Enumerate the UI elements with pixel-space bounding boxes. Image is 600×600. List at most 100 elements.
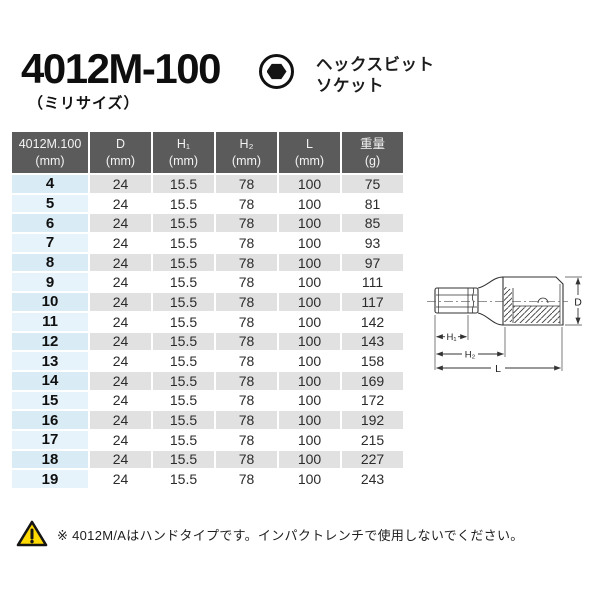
value-cell: 81	[342, 194, 403, 213]
size-cell: 13	[12, 352, 88, 370]
value-cell: 85	[342, 214, 403, 233]
column-header-5: 重量 (g)	[342, 132, 403, 173]
dimension-H1-label: H₁	[446, 332, 456, 343]
value-cell: 24	[90, 214, 151, 233]
value-cell: 24	[90, 450, 151, 469]
value-cell: 24	[90, 352, 151, 370]
value-cell: 78	[216, 430, 277, 449]
value-cell: 15.5	[153, 194, 214, 213]
table-row: 12 24 15.5 78 100 143	[12, 332, 403, 351]
value-cell: 78	[216, 332, 277, 351]
table-row: 15 24 15.5 78 100 172	[12, 391, 403, 410]
value-cell: 15.5	[153, 175, 214, 193]
size-cell: 10	[12, 293, 88, 311]
spec-table-body: 4 24 15.5 78 100 75 5 24 15.5 78 100 81 6 24 15.5 78 100…	[12, 175, 403, 488]
value-cell: 100	[279, 312, 340, 331]
product-model-note: （ミリサイズ）	[28, 95, 140, 112]
value-cell: 24	[90, 312, 151, 331]
value-cell: 24	[90, 194, 151, 213]
product-type-line1: ヘックスビット	[316, 56, 435, 74]
value-cell: 24	[90, 253, 151, 272]
value-cell: 172	[342, 391, 403, 410]
table-row: 5 24 15.5 78 100 81	[12, 194, 403, 213]
value-cell: 100	[279, 293, 340, 311]
size-cell: 8	[12, 253, 88, 272]
value-cell: 100	[279, 411, 340, 429]
value-cell: 142	[342, 312, 403, 331]
value-cell: 78	[216, 175, 277, 193]
value-cell: 100	[279, 352, 340, 370]
value-cell: 24	[90, 391, 151, 410]
value-cell: 100	[279, 332, 340, 351]
product-model-title: 4012M-100	[21, 45, 221, 92]
value-cell: 15.5	[153, 332, 214, 351]
size-cell: 6	[12, 214, 88, 233]
value-cell: 100	[279, 234, 340, 252]
value-cell: 100	[279, 430, 340, 449]
value-cell: 78	[216, 273, 277, 292]
value-cell: 97	[342, 253, 403, 272]
hex-bit-outline	[434, 276, 504, 326]
table-row: 16 24 15.5 78 100 192	[12, 411, 403, 429]
value-cell: 158	[342, 352, 403, 370]
column-header-1: D (mm)	[90, 132, 151, 173]
value-cell: 75	[342, 175, 403, 193]
size-cell: 14	[12, 371, 88, 390]
hex-socket-icon	[259, 54, 294, 89]
size-cell: 4	[12, 175, 88, 193]
value-cell: 24	[90, 234, 151, 252]
dimension-D-label: D	[574, 297, 582, 309]
value-cell: 15.5	[153, 273, 214, 292]
column-header-3: H₂ (mm)	[216, 132, 277, 173]
value-cell: 24	[90, 175, 151, 193]
size-cell: 7	[12, 234, 88, 252]
value-cell: 15.5	[153, 450, 214, 469]
table-row: 19 24 15.5 78 100 243	[12, 470, 403, 488]
hexagon-icon	[266, 63, 287, 80]
value-cell: 24	[90, 470, 151, 488]
value-cell: 24	[90, 430, 151, 449]
table-row: 11 24 15.5 78 100 142	[12, 312, 403, 331]
value-cell: 24	[90, 411, 151, 429]
value-cell: 15.5	[153, 234, 214, 252]
table-row: 6 24 15.5 78 100 85	[12, 214, 403, 233]
column-header-4: L (mm)	[279, 132, 340, 173]
value-cell: 15.5	[153, 253, 214, 272]
value-cell: 100	[279, 194, 340, 213]
value-cell: 143	[342, 332, 403, 351]
value-cell: 215	[342, 430, 403, 449]
value-cell: 15.5	[153, 391, 214, 410]
value-cell: 78	[216, 411, 277, 429]
table-row: 8 24 15.5 78 100 97	[12, 253, 403, 272]
value-cell: 78	[216, 371, 277, 390]
footnote-text: ※ 4012M/Aはハンドタイプです。インパクトレンチで使用しないでください。	[57, 528, 524, 543]
value-cell: 78	[216, 293, 277, 311]
size-cell: 11	[12, 312, 88, 331]
extension-lines	[434, 276, 582, 371]
value-cell: 100	[279, 391, 340, 410]
value-cell: 192	[342, 411, 403, 429]
table-row: 13 24 15.5 78 100 158	[12, 352, 403, 370]
value-cell: 24	[90, 332, 151, 351]
socket-dimension-diagram: D H₁ H₂ L	[427, 276, 582, 375]
value-cell: 15.5	[153, 411, 214, 429]
value-cell: 15.5	[153, 293, 214, 311]
value-cell: 15.5	[153, 470, 214, 488]
value-cell: 24	[90, 371, 151, 390]
table-row: 9 24 15.5 78 100 111	[12, 273, 403, 292]
product-type-line2: ソケット	[316, 77, 384, 95]
table-row: 18 24 15.5 78 100 227	[12, 450, 403, 469]
value-cell: 15.5	[153, 371, 214, 390]
size-cell: 9	[12, 273, 88, 292]
dimension-L-label: L	[495, 363, 501, 375]
value-cell: 15.5	[153, 312, 214, 331]
value-cell: 100	[279, 214, 340, 233]
value-cell: 100	[279, 450, 340, 469]
value-cell: 78	[216, 391, 277, 410]
size-cell: 16	[12, 411, 88, 429]
table-row: 7 24 15.5 78 100 93	[12, 234, 403, 252]
column-header-0: 4012M.100 (mm)	[12, 132, 88, 173]
value-cell: 227	[342, 450, 403, 469]
size-cell: 17	[12, 430, 88, 449]
